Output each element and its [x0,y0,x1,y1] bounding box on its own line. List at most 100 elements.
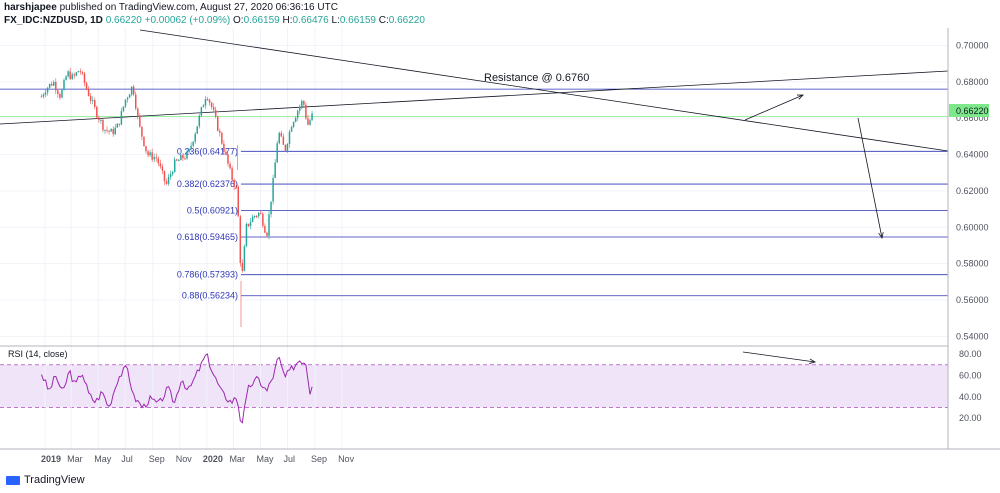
candle-body [104,129,106,131]
candle-body [176,159,178,161]
candle-body [303,100,305,105]
x-tick-label: 2019 [41,454,61,464]
candle-body [206,99,209,101]
candle-body [276,143,278,163]
candle-body [237,186,240,217]
candle-body [116,123,119,128]
candle-body [139,115,141,127]
rsi-tick-label: 60.00 [959,370,982,380]
candle-body [85,82,88,90]
candle-body [227,154,229,164]
candle-body [161,166,164,171]
candle-body [151,152,153,160]
candle-body [214,109,217,117]
close-value: 0.66220 [388,15,425,26]
candle-body [204,99,207,106]
candle-body [53,81,55,86]
y-tick-label: 0.56000 [956,295,989,305]
uptrend-line [0,70,949,125]
candle-body [59,94,61,98]
low-value: 0.66159 [339,15,376,26]
y-tick-label: 0.54000 [956,331,989,341]
candle-body [89,95,92,101]
candle-body [282,136,285,145]
low-label: L: [331,15,340,26]
fib-level-label: 0.5(0.60921) [187,206,238,216]
candle-body [305,104,307,119]
brand-name[interactable]: TradingView [24,474,85,486]
candle-body [159,163,162,167]
price-label-bg [949,104,989,117]
candle-body [296,110,299,118]
y-tick-label: 0.70000 [956,40,989,50]
candle-body [167,176,170,184]
candle-body [262,213,264,227]
open-value: 0.66159 [243,15,280,26]
candle-body [102,119,104,131]
candle-body [169,174,172,177]
candle-body [307,118,309,125]
candle-body [202,105,205,108]
candle-body [219,130,221,133]
candle-body [196,126,199,134]
candle-body [143,136,145,146]
candle-body [83,73,86,83]
last-price: 0.66220 [105,15,142,26]
fib-level-label: 0.618(0.59465) [177,232,238,242]
candle-body [243,246,246,271]
x-tick-label: Mar [229,454,245,464]
symbol-name[interactable]: FX_IDC:NZDUSD, 1D [4,15,103,26]
candle-body [87,89,90,96]
candle-body [233,179,235,187]
candle-body [132,86,135,95]
candle-body [91,100,94,102]
tradingview-logo-icon [6,475,20,485]
candle-body [249,221,252,226]
projection-arrow-down [857,117,883,239]
fib-level-label: 0.236(0.64177) [177,146,238,156]
rsi-line [41,353,313,424]
price-change: +0.00062 (+0.09%) [144,15,231,26]
candle-body [96,106,98,118]
candle-body [231,168,233,180]
x-tick-label: May [256,454,274,464]
candle-body [44,92,47,95]
candle-body [294,117,297,123]
candle-body [221,132,223,144]
candle-body [194,133,196,142]
candle-body [301,100,303,107]
candle-body [182,154,184,159]
candle-body [268,214,270,236]
candle-body [274,162,276,178]
price-axis: 0.70000 0.68000 0.66000 0.64000 0.62000 0.600… [956,40,989,341]
candle-body [46,87,49,93]
candle-body [61,89,63,98]
candle-body [245,223,248,247]
candle-body [200,107,203,116]
candle-body [79,71,82,73]
candle-body [208,99,211,103]
candle-body [278,132,281,144]
candle-body [239,216,242,264]
candle-body [81,72,84,74]
candle-body [255,215,258,217]
candle-body [124,99,127,107]
x-tick-label: Sep [311,454,327,464]
publisher-name[interactable]: harshjapee [4,2,57,13]
candle-body [192,141,194,146]
fib-level-label: 0.786(0.57393) [177,270,238,280]
rsi-tick-label: 80.00 [959,349,982,359]
candle-body [71,74,73,79]
candle-body [311,113,313,121]
x-tick-label: Nov [176,454,193,464]
candle-body [292,122,295,127]
downtrend-line [139,29,949,152]
candle-body [120,111,123,125]
candle-body [48,83,51,88]
y-tick-label: 0.58000 [956,259,989,269]
candle-body [108,130,110,132]
candles [40,67,313,327]
price-label: 0.66220 [956,106,989,116]
x-tick-label: Sep [149,454,165,464]
